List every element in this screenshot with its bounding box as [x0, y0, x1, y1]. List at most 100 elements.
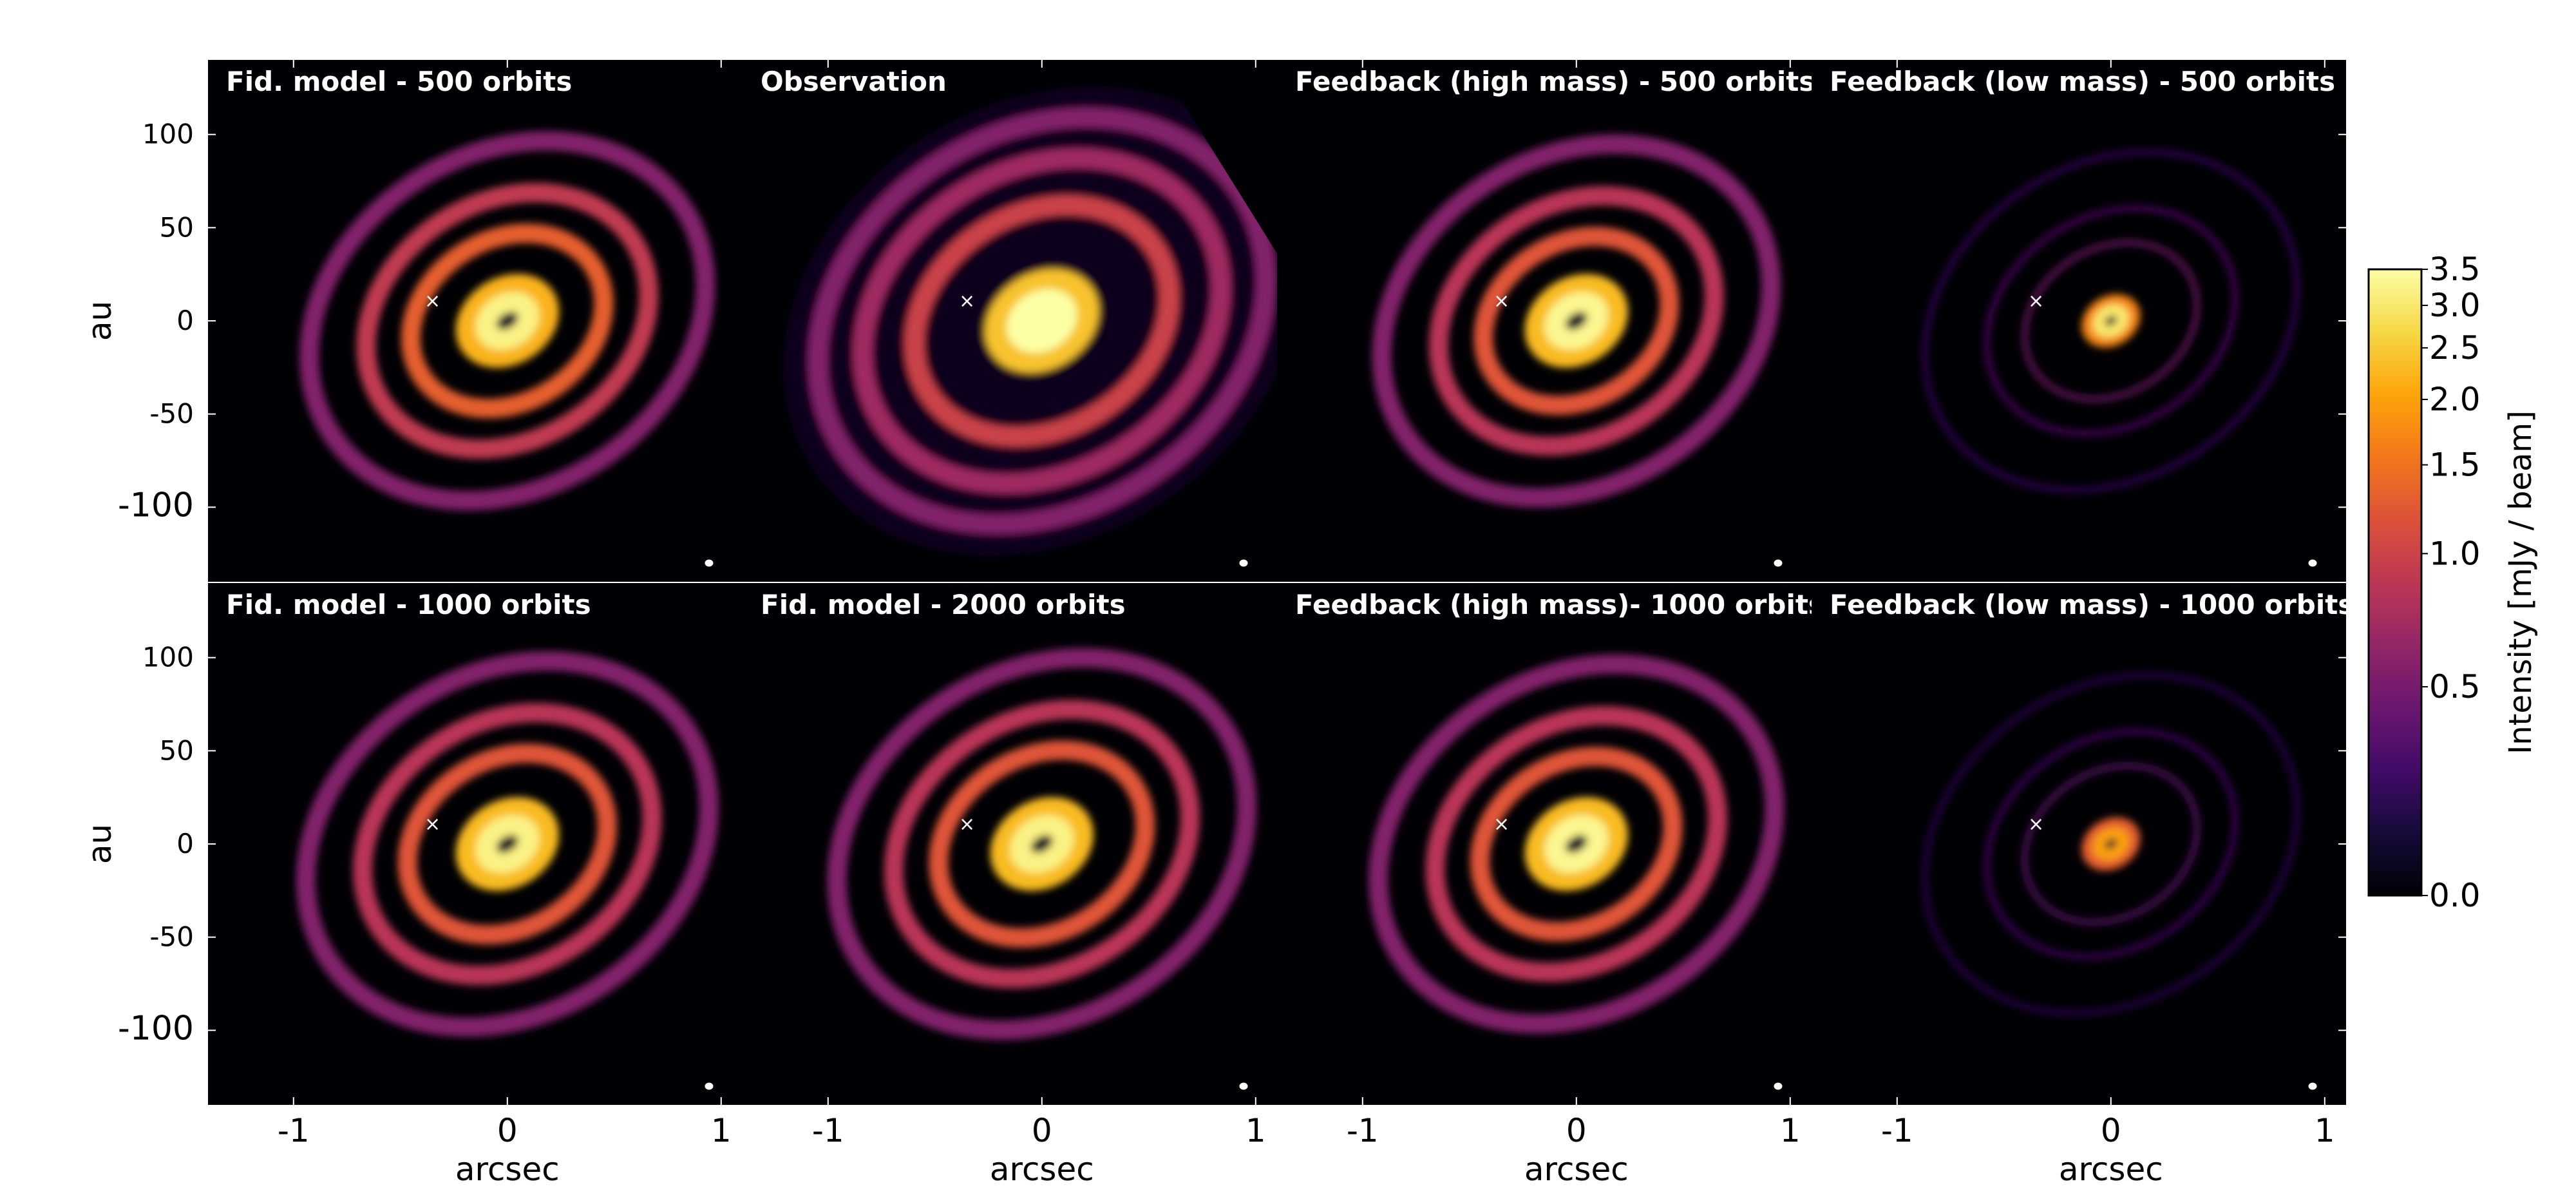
colorbar-gradient [2367, 268, 2423, 897]
dust-ring-2 [884, 700, 1200, 988]
x-axis-label: arcsec [1524, 1151, 1629, 1188]
panel-title: Feedback (high mass)- 1000 orbits [1295, 589, 1824, 620]
panel-8: × Feedback (low mass) - 1000 orbits [1812, 583, 2354, 1105]
y-tick-label: 0 [176, 305, 194, 336]
central-cavity [496, 835, 518, 853]
colorbar-tick-label: 1.5 [2429, 446, 2481, 484]
planet-marker: × [1493, 290, 1510, 312]
planet-marker: × [959, 813, 975, 836]
x-tick-label: 0 [2101, 1112, 2121, 1149]
dust-ring-1 [299, 131, 715, 511]
y-tick-label: 50 [160, 734, 194, 766]
planet-marker: × [2028, 813, 2044, 836]
central-cavity [496, 312, 518, 330]
dust-ring-2 [1428, 186, 1724, 456]
x-axis-label: arcsec [2059, 1151, 2163, 1188]
dust-ring-3 [2022, 240, 2200, 401]
central-cavity [1565, 312, 1587, 330]
panel-title: Fid. model - 1000 orbits [226, 589, 591, 620]
central-cavity [2105, 839, 2117, 849]
dust-ring-3 [904, 195, 1179, 446]
x-tick-label: 0 [1566, 1112, 1587, 1149]
panel-7: × Feedback (high mass)- 1000 orbits [1277, 583, 1824, 1105]
planet-marker: × [424, 813, 440, 836]
y-tick-label: 0 [176, 828, 194, 859]
dust-ring-2 [1984, 729, 2237, 959]
beam-ellipse [705, 1082, 714, 1090]
colorbar-tick-label: 0.0 [2429, 877, 2481, 914]
colorbar-tick-label: 3.5 [2429, 251, 2481, 288]
colorbar-tick-label: 2.5 [2429, 329, 2481, 367]
panels-layer: × Fid. model - 500 orbits × Observation × Fee… [208, 60, 2354, 1105]
beam-ellipse [1239, 559, 1248, 567]
colorbar-tick-label: 2.0 [2429, 381, 2481, 418]
dust-ring-3 [1473, 226, 1680, 416]
x-axis-label: arcsec [455, 1151, 560, 1188]
y-tick-label: -50 [149, 921, 194, 953]
dust-ring-2 [1425, 705, 1728, 982]
dust-ring-1 [296, 651, 719, 1037]
panel-title: Fid. model - 500 orbits [226, 66, 572, 97]
colorbar: 0.0 0.5 1.0 1.5 2.0 2.5 3.03.5 Intensity [mJy /… [2367, 251, 2539, 914]
beam-ellipse [2308, 1082, 2317, 1090]
panel-3: × Feedback (high mass) - 500 orbits [1277, 60, 1815, 582]
panel-title: Observation [761, 66, 947, 97]
dust-ring-2 [853, 148, 1231, 493]
dust-ring-1 [827, 647, 1257, 1040]
dust-ring-2 [353, 702, 662, 986]
beam-ellipse [1774, 1082, 1783, 1090]
panel-1: × Fid. model - 500 orbits [208, 60, 743, 582]
y-tick-label: 50 [160, 211, 194, 243]
central-cavity [2105, 316, 2117, 326]
panel-title: Feedback (low mass) - 1000 orbits [1830, 589, 2354, 620]
x-tick-label: 1 [1245, 1112, 1266, 1149]
x-tick-label: -1 [812, 1112, 844, 1149]
dust-ring-1 [1922, 673, 2300, 1015]
dust-ring-1 [1368, 654, 1785, 1034]
beam-ellipse [2308, 559, 2317, 567]
x-tick-label: -1 [278, 1112, 310, 1149]
planet-marker: × [959, 290, 975, 312]
dust-ring-3 [2022, 763, 2200, 925]
beam-ellipse [1239, 1082, 1248, 1090]
panel-5: × Fid. model - 1000 orbits [208, 583, 743, 1105]
x-tick-label: 1 [711, 1112, 732, 1149]
y-tick-label: 100 [142, 642, 194, 673]
dust-ring-2 [356, 182, 659, 459]
colorbar-tick-label: 0.5 [2429, 668, 2481, 705]
x-tick-label: -1 [1347, 1112, 1379, 1149]
central-cavity [1565, 835, 1587, 853]
x-tick-label: 1 [2315, 1112, 2335, 1149]
panel-background [1812, 583, 2346, 1105]
central-peak [1027, 307, 1056, 334]
x-tick-label: -1 [1881, 1112, 1913, 1149]
y-axis-label: au [81, 301, 118, 341]
y-tick-label: 100 [142, 119, 194, 150]
x-tick-label: 0 [497, 1112, 518, 1149]
dust-ring-3 [1470, 746, 1683, 942]
central-cavity [1030, 835, 1053, 853]
panel-title: Feedback (high mass) - 500 orbits [1295, 66, 1815, 97]
planet-marker: × [424, 290, 440, 312]
dust-ring-1 [1922, 149, 2300, 492]
panel-4: × Feedback (low mass) - 500 orbits [1812, 60, 2346, 582]
colorbar-tick-label: 3.0 [2429, 287, 2481, 324]
panel-background [1812, 60, 2346, 582]
x-tick-label: 0 [1032, 1112, 1052, 1149]
beam-ellipse [705, 559, 714, 567]
dust-ring-3 [397, 743, 617, 944]
dust-ring-1 [1372, 134, 1781, 508]
colorbar-label: Intensity [mJy / beam] [2503, 410, 2539, 754]
y-tick-label: -100 [118, 486, 194, 524]
panel-title: Feedback (low mass) - 500 orbits [1830, 66, 2335, 97]
beam-ellipse [1774, 559, 1783, 567]
x-tick-label: 1 [1780, 1112, 1801, 1149]
y-tick-label: -50 [149, 398, 194, 430]
panel-title: Fid. model - 2000 orbits [761, 589, 1126, 620]
y-axis-label: au [81, 824, 118, 864]
colorbar-tick-label: 1.0 [2429, 535, 2481, 572]
dust-ring-3 [401, 223, 614, 419]
x-axis-label: arcsec [990, 1151, 1094, 1188]
